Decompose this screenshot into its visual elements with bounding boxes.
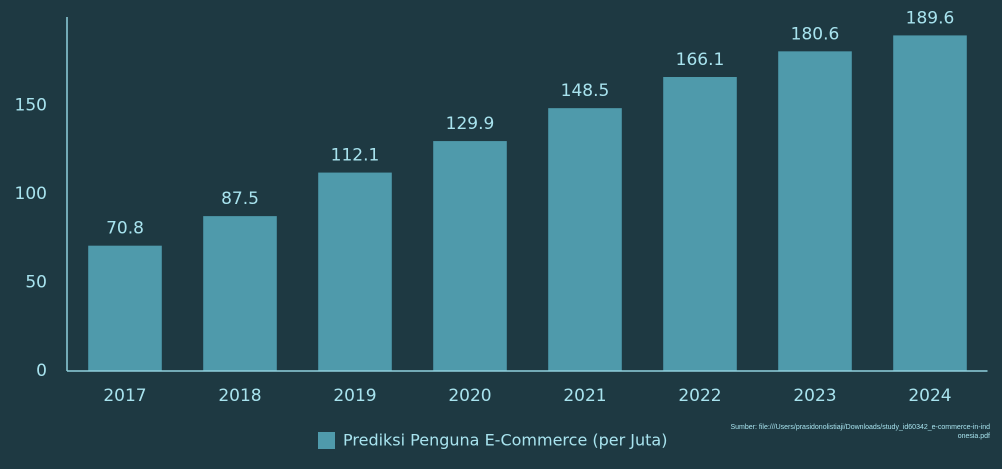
x-tick-label: 2020: [448, 386, 491, 406]
x-tick-label: 2019: [333, 386, 376, 406]
bar: [663, 77, 737, 372]
y-tick-label: 0: [36, 361, 47, 381]
y-tick-label: 150: [15, 96, 47, 116]
bar: [318, 172, 392, 371]
value-label: 112.1: [331, 146, 380, 166]
y-tick-label: 50: [25, 273, 47, 293]
x-tick-label: 2017: [103, 386, 146, 406]
value-label: 87.5: [221, 189, 259, 209]
bar: [433, 141, 507, 371]
bar: [893, 35, 967, 372]
x-tick-label: 2018: [218, 386, 261, 406]
value-label: 148.5: [561, 81, 610, 101]
value-label: 180.6: [791, 24, 840, 44]
x-tick-label: 2024: [908, 386, 951, 406]
x-tick-label: 2022: [678, 386, 721, 406]
bar: [88, 245, 162, 371]
legend-label: Prediksi Penguna E-Commerce (per Juta): [343, 431, 667, 450]
value-label: 166.1: [676, 50, 725, 70]
value-label: 189.6: [906, 8, 955, 28]
bar: [778, 51, 852, 371]
value-label: 129.9: [446, 114, 495, 134]
x-tick-label: 2021: [563, 386, 606, 406]
source-note: Sumber: file:///Users/prasidonolistiaji/…: [730, 424, 990, 440]
legend-swatch: [318, 432, 335, 449]
y-tick-label: 100: [15, 184, 47, 204]
value-label: 70.8: [106, 219, 144, 239]
bar: [203, 216, 277, 371]
bar: [548, 108, 622, 371]
x-tick-label: 2023: [793, 386, 836, 406]
